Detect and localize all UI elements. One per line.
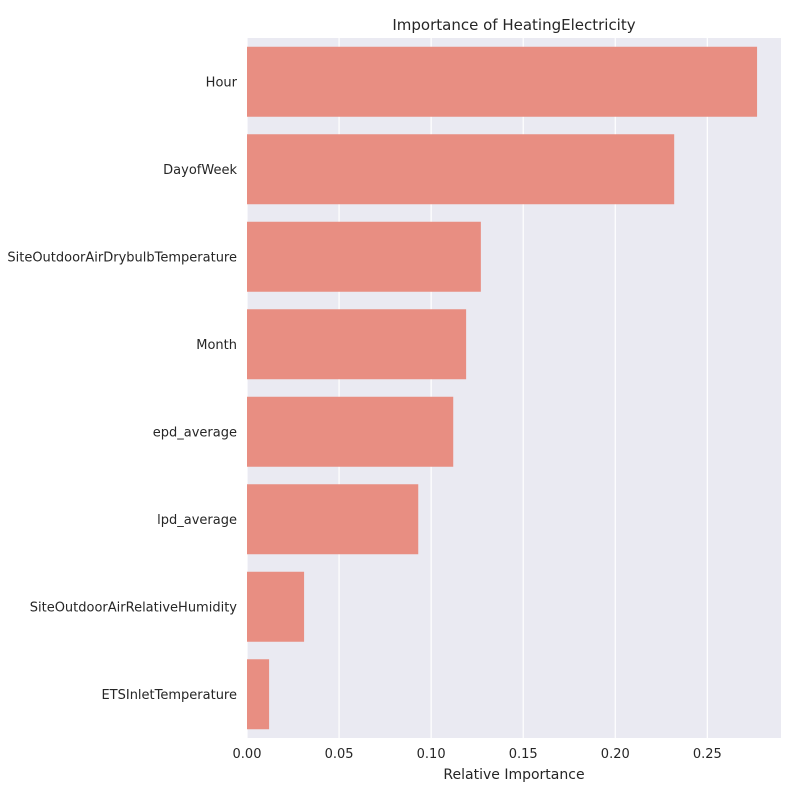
y-tick-label: Month bbox=[196, 338, 237, 353]
y-tick-label: lpd_average bbox=[157, 513, 237, 528]
bar-hour bbox=[247, 46, 758, 117]
y-tick-label: Hour bbox=[206, 75, 238, 90]
y-tick-label: SiteOutdoorAirDrybulbTemperature bbox=[7, 250, 237, 265]
bar-siteoutdoorairdrybulbtemperature bbox=[247, 221, 481, 292]
bar-epd-average bbox=[247, 396, 454, 467]
bar-lpd-average bbox=[247, 484, 419, 555]
x-tick-label: 0.00 bbox=[233, 747, 262, 762]
y-tick-label: DayofWeek bbox=[163, 163, 237, 178]
bars bbox=[247, 46, 758, 730]
bar-siteoutdoorairrelativehumidity bbox=[247, 571, 305, 642]
y-tick-labels: Hour DayofWeek SiteOutdoorAirDrybulbTemper… bbox=[7, 75, 237, 703]
x-tick-labels: 0.00 0.05 0.10 0.15 0.20 0.25 bbox=[233, 747, 722, 762]
x-tick-label: 0.05 bbox=[325, 747, 354, 762]
x-tick-label: 0.10 bbox=[417, 747, 446, 762]
chart-title: Importance of HeatingElectricity bbox=[392, 16, 635, 34]
x-tick-label: 0.15 bbox=[509, 747, 538, 762]
y-tick-label: epd_average bbox=[153, 425, 237, 440]
y-tick-label: SiteOutdoorAirRelativeHumidity bbox=[30, 600, 238, 615]
x-tick-label: 0.25 bbox=[693, 747, 722, 762]
y-tick-label: ETSInletTemperature bbox=[101, 688, 237, 703]
x-tick-label: 0.20 bbox=[601, 747, 630, 762]
bar-etsinlettemperature bbox=[247, 659, 270, 730]
bar-dayofweek bbox=[247, 134, 675, 205]
x-axis-label: Relative Importance bbox=[443, 767, 584, 783]
bar-month bbox=[247, 309, 467, 380]
